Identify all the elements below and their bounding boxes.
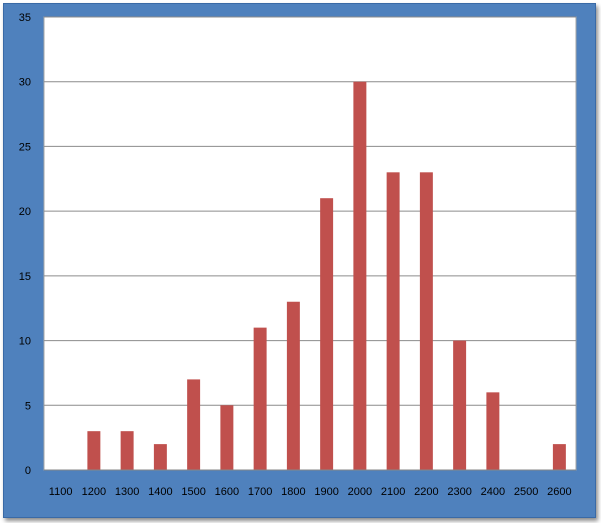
x-tick-label: 1200 <box>82 486 106 498</box>
bar <box>386 172 400 471</box>
y-tick-label: 0 <box>25 465 31 477</box>
x-tick-label: 1800 <box>281 486 305 498</box>
x-tick-label: 1500 <box>181 486 205 498</box>
x-tick-label: 1600 <box>215 486 239 498</box>
x-tick-label: 2100 <box>381 486 405 498</box>
y-tick-label: 15 <box>19 271 31 283</box>
x-tick-label: 2400 <box>481 486 505 498</box>
y-tick-label: 20 <box>19 206 31 218</box>
x-tick-label: 2300 <box>447 486 471 498</box>
bar <box>353 81 367 470</box>
y-tick-label: 25 <box>19 141 31 153</box>
y-tick-label: 30 <box>19 77 31 89</box>
gridlines <box>44 16 576 406</box>
bar <box>120 431 134 470</box>
x-tick-label: 2200 <box>414 486 438 498</box>
x-tick-label: 1400 <box>148 486 172 498</box>
bar <box>220 405 234 470</box>
x-tick-label: 2500 <box>514 486 538 498</box>
bar <box>486 392 500 470</box>
bar <box>286 301 300 470</box>
bar <box>453 340 467 470</box>
x-tick-label: 1700 <box>248 486 272 498</box>
x-tick-label: 2000 <box>348 486 372 498</box>
bar <box>87 431 101 470</box>
x-tick-label: 2600 <box>547 486 571 498</box>
bar <box>153 444 167 470</box>
y-tick-label: 10 <box>19 336 31 348</box>
x-tick-label: 1900 <box>314 486 338 498</box>
bars <box>87 81 566 471</box>
x-tick-label: 1100 <box>49 486 73 498</box>
bar <box>320 198 334 470</box>
bar <box>187 379 201 470</box>
bar <box>253 327 267 470</box>
bar <box>419 172 433 471</box>
y-tick-label: 5 <box>25 400 31 412</box>
x-axis-ticks: 1100 1200 1300 1400 1500 1600 1700 1800 1900 2000… <box>49 486 572 498</box>
x-tick-label: 1300 <box>115 486 139 498</box>
y-tick-label: 35 <box>19 12 31 24</box>
bar <box>552 444 566 470</box>
y-axis-ticks: 0 5 10 15 20 25 30 35 <box>19 12 31 477</box>
